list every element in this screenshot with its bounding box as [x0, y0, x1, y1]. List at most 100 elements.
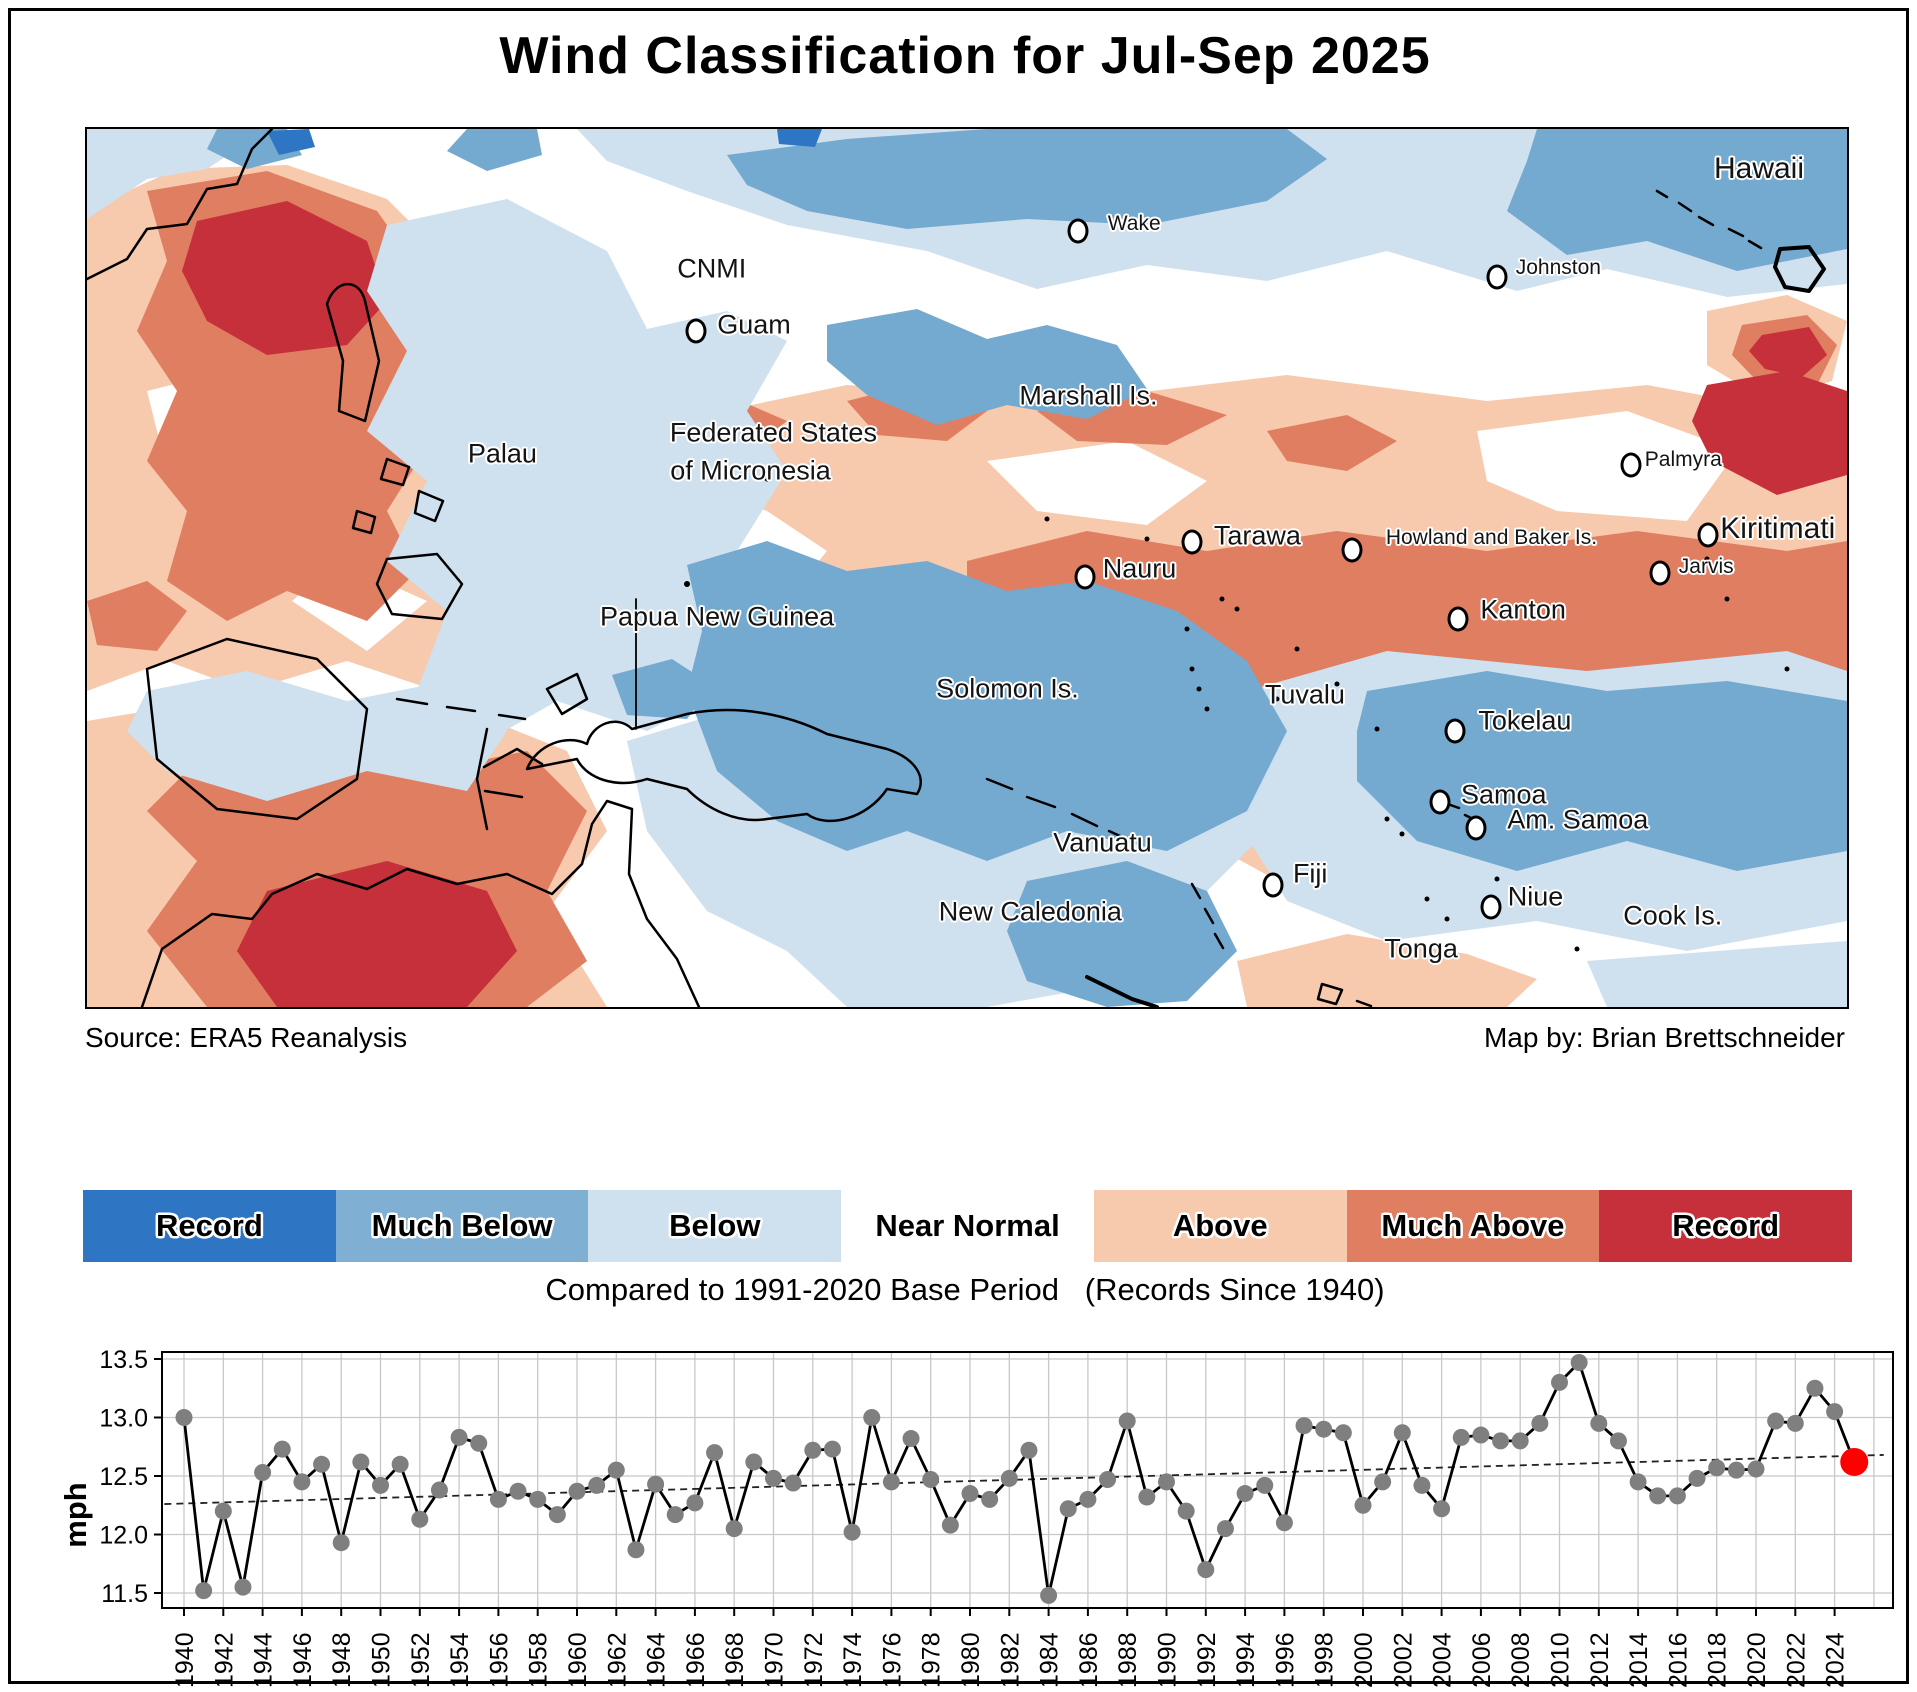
legend-segment-label: Near Normal	[875, 1208, 1060, 1243]
legend-segment-label: Above	[1172, 1208, 1268, 1243]
x-tick-1978: 1978	[918, 1632, 946, 1688]
point-1979	[941, 1516, 959, 1534]
x-tick-1972: 1972	[800, 1632, 828, 1688]
x-tick-1976: 1976	[878, 1632, 906, 1688]
place-marker-nauru	[1074, 564, 1096, 590]
point-1945	[273, 1440, 291, 1458]
legend-segment-below: Below	[588, 1190, 842, 1262]
place-label-am-samoa: Am. Samoa	[1507, 804, 1649, 835]
x-tick-2016: 2016	[1664, 1632, 1692, 1688]
x-tick-1986: 1986	[1075, 1632, 1103, 1688]
place-marker-jarvis	[1649, 560, 1671, 586]
point-1995	[1256, 1476, 1274, 1494]
point-1960	[568, 1482, 586, 1500]
point-2004	[1433, 1500, 1451, 1518]
x-tick-1944: 1944	[250, 1632, 278, 1688]
point-2015	[1649, 1487, 1667, 1505]
point-1990	[1158, 1473, 1175, 1491]
place-marker-howland-and-baker-is-	[1341, 537, 1363, 563]
trend-line	[164, 1454, 1884, 1505]
point-1986	[1079, 1490, 1097, 1508]
y-tick-11.5: 11.5	[101, 1580, 148, 1608]
legend-segment-much-below: Much Below	[335, 1190, 589, 1262]
point-2023	[1806, 1379, 1824, 1397]
x-tick-1964: 1964	[643, 1632, 671, 1688]
x-tick-2012: 2012	[1586, 1632, 1614, 1688]
point-1989	[1138, 1488, 1156, 1506]
point-2011	[1570, 1354, 1588, 1372]
point-1947	[313, 1455, 331, 1473]
point-1941	[195, 1582, 213, 1600]
point-1952	[411, 1510, 429, 1528]
x-tick-1994: 1994	[1232, 1632, 1260, 1688]
credit-label: Map by: Brian Brettschneider	[1483, 1022, 1845, 1053]
point-2005	[1452, 1428, 1470, 1446]
place-marker-wake	[1067, 218, 1089, 244]
x-tick-2008: 2008	[1507, 1632, 1535, 1688]
legend-segment-label: Below	[669, 1208, 761, 1243]
place-label-of-micronesia: of Micronesia	[670, 455, 831, 486]
place-label-palau: Palau	[467, 438, 537, 469]
timeseries-svg: 1940 1942 1944 1946 1948 1950 1952 1954 1956 1958…	[58, 1346, 1894, 1688]
place-label-hawaii: Hawaii	[1713, 152, 1805, 186]
x-tick-1956: 1956	[485, 1632, 513, 1688]
point-1940	[175, 1409, 193, 1426]
x-tick-2014: 2014	[1625, 1632, 1653, 1688]
point-2017	[1688, 1469, 1706, 1487]
legend-segment-much-above: Much Above	[1346, 1190, 1600, 1262]
x-tick-1998: 1998	[1311, 1632, 1339, 1688]
point-1982	[1000, 1469, 1018, 1487]
point-1951	[391, 1455, 409, 1473]
place-marker-johnston	[1486, 264, 1508, 290]
point-1953	[430, 1481, 448, 1499]
place-marker-tokelau	[1444, 718, 1466, 744]
legend-segment-label: Record	[155, 1208, 263, 1243]
point-1949	[352, 1453, 370, 1471]
legend-segment-near-normal: Near Normal	[841, 1190, 1094, 1262]
x-tick-1946: 1946	[289, 1632, 317, 1688]
point-2000	[1354, 1496, 1372, 1514]
place-marker-niue	[1480, 894, 1502, 920]
x-tick-1950: 1950	[368, 1632, 396, 1688]
point-1964	[647, 1475, 665, 1493]
source-label: Source: ERA5 Reanalysis	[85, 1022, 408, 1053]
point-1967	[706, 1444, 724, 1462]
point-2001	[1374, 1473, 1392, 1491]
place-label-marshall-is-: Marshall Is.	[1019, 380, 1158, 411]
x-tick-1968: 1968	[721, 1632, 749, 1688]
place-label-papua-new-guinea: Papua New Guinea	[600, 601, 835, 632]
x-tick-1990: 1990	[1154, 1632, 1182, 1688]
point-1974	[843, 1523, 861, 1541]
point-1950	[372, 1476, 389, 1494]
point-1970	[765, 1469, 782, 1487]
point-1988	[1118, 1412, 1136, 1430]
point-1987	[1099, 1471, 1117, 1489]
point-1948	[332, 1534, 350, 1552]
y-tick-12.5: 12.5	[99, 1463, 148, 1491]
point-1994	[1236, 1485, 1254, 1503]
point-1971	[784, 1474, 802, 1492]
x-tick-1966: 1966	[682, 1632, 710, 1688]
point-1996	[1275, 1514, 1293, 1532]
point-2020	[1747, 1460, 1765, 1478]
place-label-wake: Wake	[1107, 211, 1161, 235]
point-1965	[666, 1506, 684, 1524]
point-1975	[863, 1409, 881, 1426]
x-tick-1974: 1974	[839, 1632, 867, 1688]
x-tick-1996: 1996	[1271, 1632, 1299, 1688]
y-tick-13.5: 13.5	[99, 1346, 148, 1374]
place-label-cook-is-: Cook Is.	[1623, 900, 1723, 931]
point-2010	[1551, 1373, 1568, 1391]
x-tick-2000: 2000	[1350, 1632, 1378, 1688]
point-1991	[1177, 1502, 1195, 1520]
point-2012	[1590, 1414, 1608, 1432]
place-label-samoa: Samoa	[1461, 779, 1547, 810]
point-1977	[902, 1430, 920, 1448]
record-point-2025	[1840, 1447, 1869, 1476]
y-tick-12: 12.0	[99, 1522, 148, 1550]
x-tick-2018: 2018	[1704, 1632, 1732, 1688]
point-1980	[961, 1485, 979, 1503]
point-1993	[1216, 1520, 1234, 1538]
point-2006	[1472, 1426, 1490, 1444]
